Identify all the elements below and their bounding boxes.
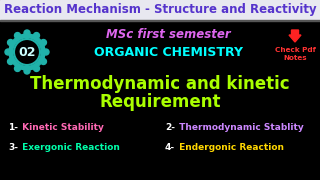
Circle shape xyxy=(5,49,11,55)
Text: Exergonic Reaction: Exergonic Reaction xyxy=(19,143,120,152)
Bar xyxy=(0,19,320,21)
Circle shape xyxy=(8,58,13,64)
Text: MSc first semester: MSc first semester xyxy=(106,28,230,42)
Text: 4-: 4- xyxy=(165,143,175,152)
Circle shape xyxy=(14,39,40,65)
Bar xyxy=(0,0,320,20)
Text: Requirement: Requirement xyxy=(99,93,221,111)
Circle shape xyxy=(40,39,46,46)
FancyArrow shape xyxy=(289,30,301,42)
Text: 1-: 1- xyxy=(8,123,18,132)
Circle shape xyxy=(34,33,39,39)
Text: Notes: Notes xyxy=(283,55,307,61)
Circle shape xyxy=(8,39,13,46)
Text: Thermodynamic and kinetic: Thermodynamic and kinetic xyxy=(30,75,290,93)
Circle shape xyxy=(14,33,20,39)
Circle shape xyxy=(34,66,39,71)
Text: Endergonic Reaction: Endergonic Reaction xyxy=(176,143,284,152)
Circle shape xyxy=(9,34,45,70)
Text: 2-: 2- xyxy=(165,123,175,132)
Bar xyxy=(0,20,320,180)
Circle shape xyxy=(43,49,49,55)
Text: Check Pdf: Check Pdf xyxy=(275,47,316,53)
Circle shape xyxy=(24,30,30,36)
Circle shape xyxy=(40,58,46,64)
Text: 3-: 3- xyxy=(8,143,18,152)
Text: ORGANIC CHEMISTRY: ORGANIC CHEMISTRY xyxy=(93,46,243,58)
Circle shape xyxy=(24,68,30,74)
Text: Reaction Mechanism - Structure and Reactivity: Reaction Mechanism - Structure and React… xyxy=(4,3,316,17)
Text: 02: 02 xyxy=(18,46,36,58)
Text: Thermodynamic Stablity: Thermodynamic Stablity xyxy=(176,123,304,132)
Circle shape xyxy=(14,66,20,71)
Text: Kinetic Stability: Kinetic Stability xyxy=(19,123,104,132)
